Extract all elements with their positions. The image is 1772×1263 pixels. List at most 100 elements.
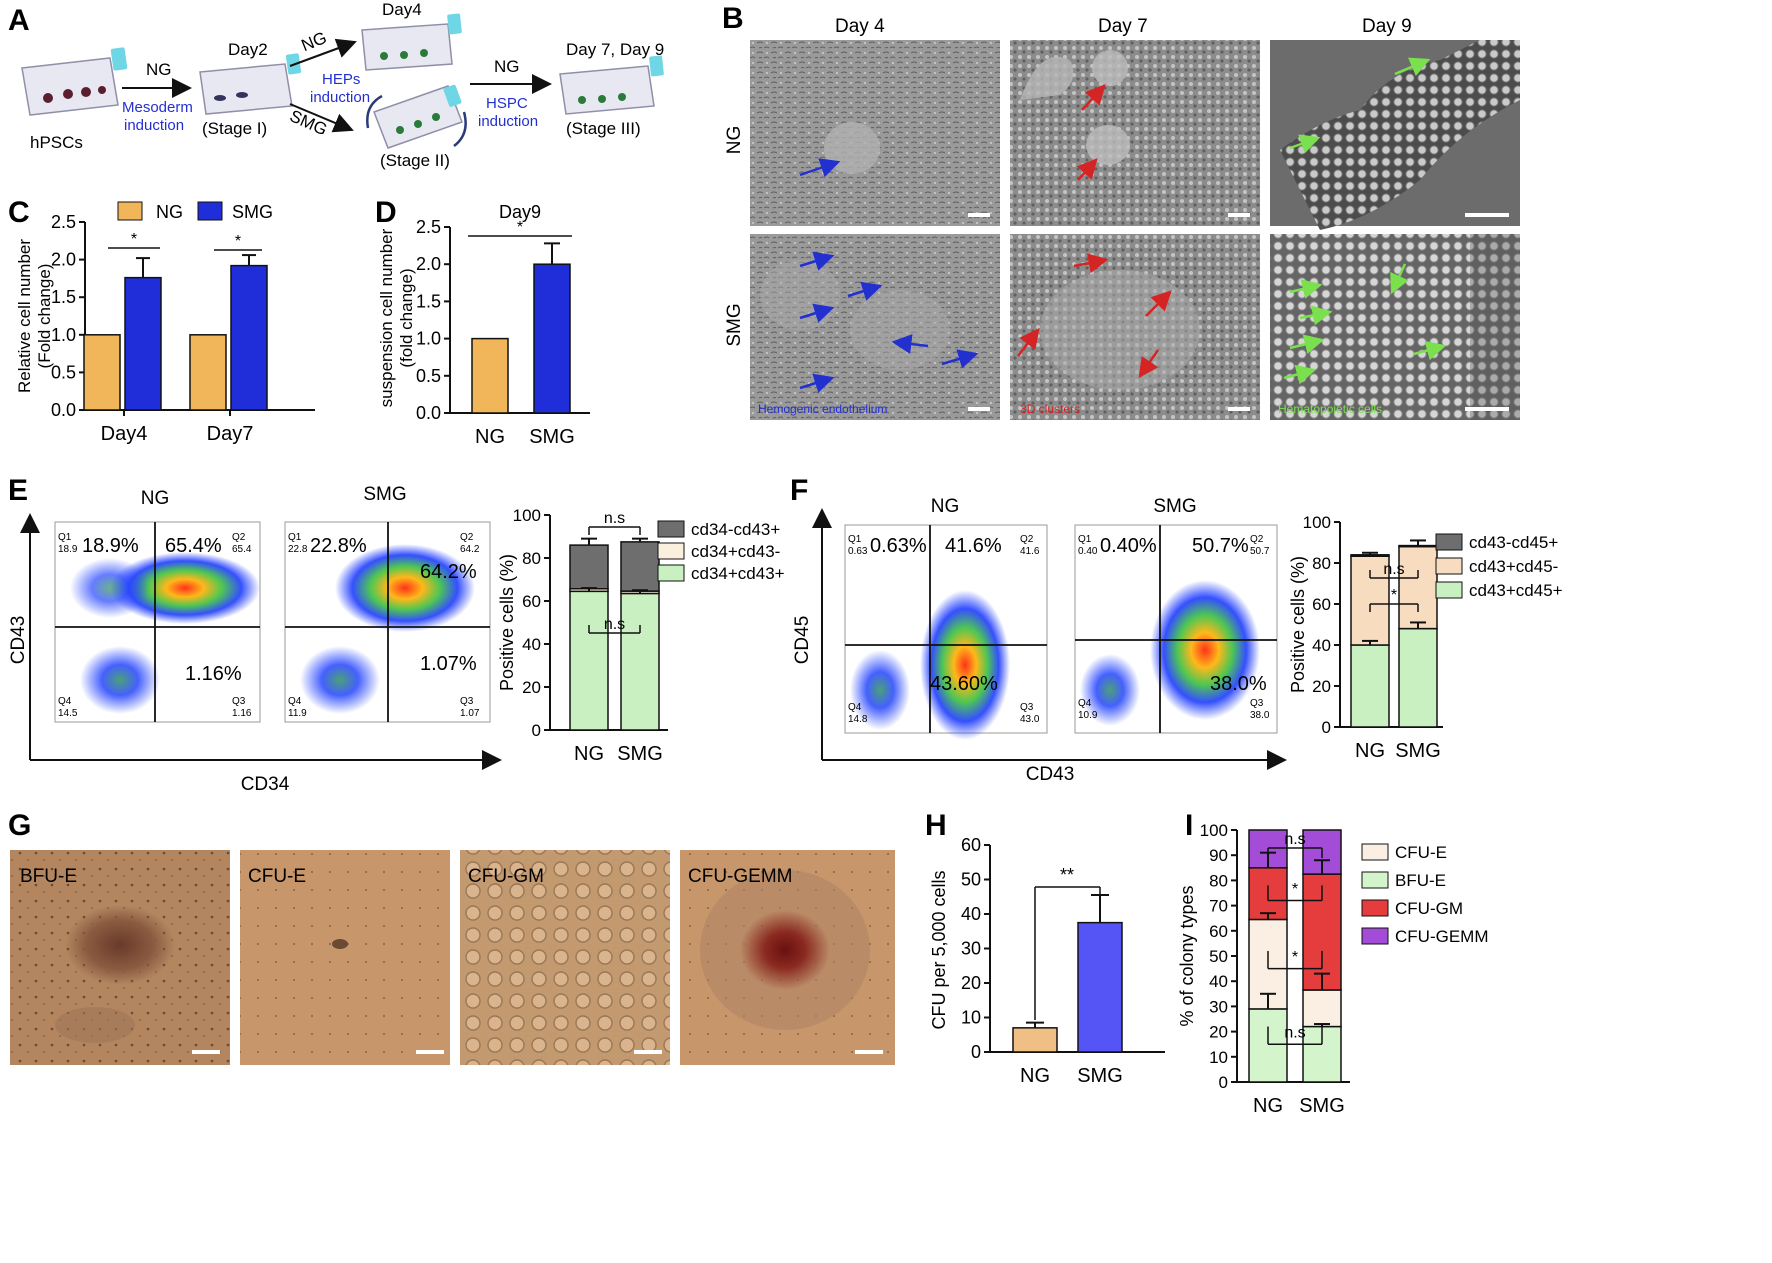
flask-stage2 (366, 84, 467, 149)
chart-e-legend-swatch (657, 564, 685, 582)
chart-d-x-tick-label: NG (475, 426, 505, 448)
flask-hpscs (21, 47, 128, 116)
label-ng-2: NG (299, 28, 330, 55)
label-induction-1: induction (124, 117, 184, 134)
flask-stage1 (199, 53, 302, 115)
panel-letter-d: D (375, 196, 397, 229)
flow-e-y-title: CD43 (8, 616, 29, 665)
colony-label-bfu-e: BFU-E (20, 866, 77, 887)
chart-i-bar-ng-bfu-e (1248, 1008, 1288, 1083)
flow-e-ng-q1-label: Q1 (58, 532, 72, 543)
panel-a-schematic: hPSCs NG Mesoderm induction Day2 (Stage … (21, 0, 664, 170)
chart-h-bar-smg (1077, 921, 1123, 1053)
label-hspc: HSPC (486, 95, 528, 112)
chart-d-y-tick-label: 2.5 (416, 217, 441, 237)
flow-plot-e-smg: 22.8% 64.2% 1.07% Q1 22.8 Q2 64.2 Q3 1.0… (284, 521, 491, 723)
flow-f-ng-q2-pct: 41.6% (945, 535, 1002, 557)
chart-i-legend-swatch (1361, 871, 1389, 889)
chart-f-bar-smg-cd43-cd45- (1398, 544, 1438, 548)
flow-e-ng-q3-label: Q3 (232, 696, 246, 707)
chart-e-legend-label: cd34+cd43- (691, 542, 780, 561)
chart-f-legend-label: cd43-cd45+ (1469, 533, 1558, 552)
flow-e-smg-q3-label: Q3 (460, 696, 474, 707)
label-day4: Day4 (382, 0, 422, 19)
micrograph-ng-day9 (1270, 40, 1520, 230)
flow-e-ng-q2-small: 65.4 (232, 544, 252, 555)
chart-e-bar-ng-cd34-cd43- (569, 544, 609, 590)
panel-f-flow: CD45 CD43 NG SMG 0.63% 41.6% 43.60% Q1 0… (792, 496, 1287, 785)
label-ng-3: NG (494, 57, 520, 76)
chart-i-colony-types: 0 10 20 30 40 50 60 70 80 90 100 % of colony types N… (1177, 821, 1488, 1117)
chart-h-y-axis-title: CFU per 5,000 cells (929, 870, 949, 1029)
flow-e-ng-q1-pct: 18.9% (82, 535, 139, 557)
colony-image-cfu-e: CFU-E (240, 850, 450, 1065)
chart-c-y-tick-label: 2.5 (51, 212, 76, 232)
flow-f-smg-q4-small: 10.9 (1078, 710, 1098, 721)
flow-f-ng-q3-label: Q3 (1020, 702, 1034, 713)
chart-f-y-tick-label: 100 (1303, 513, 1331, 532)
chart-e-y-tick-label: 60 (522, 592, 541, 611)
chart-h-y-tick-label: 0 (971, 1042, 981, 1062)
chart-f-legend-swatch (1435, 557, 1463, 575)
chart-c-bar-ng-day4 (83, 334, 121, 411)
colony-label-cfu-gm: CFU-GM (468, 866, 544, 887)
chart-c-y-tick-label: 1.0 (51, 325, 76, 345)
flow-f-ng-q3-small: 43.0 (1020, 714, 1040, 725)
panel-letter-h: H (925, 809, 947, 842)
flow-f-ng-q2-label: Q2 (1020, 534, 1034, 545)
flow-f-smg-q1-small: 0.40 (1078, 546, 1098, 557)
flow-e-smg-q3-pct: 1.07% (420, 653, 477, 675)
chart-f-bar-ng-cd43-cd45- (1350, 554, 1390, 557)
flow-e-smg-title: SMG (363, 484, 406, 505)
flow-f-ng-title: NG (931, 496, 960, 517)
flow-e-ng-q2-pct: 65.4% (165, 535, 222, 557)
micrograph-ng-day4 (750, 40, 1000, 226)
panel-e-flow: CD43 CD34 NG SMG 18.9% 65.4% 1.16% Q1 18… (8, 484, 502, 795)
chart-c-y-tick-label: 0.5 (51, 362, 76, 382)
chart-i-y-axis-title: % of colony types (1177, 885, 1197, 1026)
flow-f-ng-q1-label: Q1 (848, 534, 862, 545)
flow-e-ng-q4-label: Q4 (58, 696, 72, 707)
chart-e-bar-smg-cd34-cd43- (620, 592, 660, 731)
chart-c-bar-smg-day7 (230, 264, 268, 411)
chart-f-x-tick-label: SMG (1395, 740, 1441, 762)
chart-e-legend-label: cd34+cd43+ (691, 564, 785, 583)
chart-e-y-tick-label: 20 (522, 678, 541, 697)
chart-i-sig-label: n.s (1284, 1025, 1305, 1042)
panel-letter-a: A (8, 4, 30, 37)
chart-i-x-tick-label: NG (1253, 1095, 1283, 1117)
chart-c-legend-swatch-smg (197, 201, 223, 221)
chart-i-y-tick-label: 60 (1209, 922, 1228, 941)
label-induction-2: induction (310, 89, 370, 106)
flow-e-smg-q2-label: Q2 (460, 532, 474, 543)
label-mesoderm: Mesoderm (122, 99, 193, 116)
col-title-day4: Day 4 (835, 16, 885, 37)
chart-i-y-tick-label: 90 (1209, 846, 1228, 865)
chart-f-positive-cells: 0 20 40 60 80 100 Positive cells (%) NG SMG n.s * c… (1288, 513, 1563, 762)
chart-h-y-tick-label: 40 (961, 904, 981, 924)
chart-e-legend-label: cd34-cd43+ (691, 520, 780, 539)
chart-h-y-tick-label: 30 (961, 939, 981, 959)
row-title-smg: SMG (724, 303, 745, 346)
chart-e-bar-ng-cd34-cd43- (569, 590, 609, 731)
chart-i-x-tick-label: SMG (1299, 1095, 1345, 1117)
chart-f-y-tick-label: 0 (1322, 718, 1331, 737)
micrograph-smg-day9: Hematopoietic cells (1270, 234, 1520, 420)
flow-f-smg-q1-label: Q1 (1078, 534, 1092, 545)
flow-f-ng-q1-small: 0.63 (848, 546, 868, 557)
chart-h-y-tick-label: 10 (961, 1008, 981, 1028)
label-stage1: (Stage I) (202, 119, 267, 138)
flow-f-x-title: CD43 (1026, 764, 1075, 785)
chart-i-y-tick-label: 10 (1209, 1048, 1228, 1067)
flow-e-smg-q2-pct: 64.2% (420, 561, 477, 583)
chart-e-y-tick-label: 80 (522, 549, 541, 568)
chart-i-y-tick-label: 100 (1200, 821, 1228, 840)
chart-e-sig-label: n.s (604, 616, 625, 633)
caption-hemogenic-endothelium: Hemogenic endothelium (758, 402, 887, 416)
chart-e-bar-smg-cd34-cd43- (620, 541, 660, 592)
flow-e-ng-q1-small: 18.9 (58, 544, 78, 555)
flow-e-ng-q2-label: Q2 (232, 532, 246, 543)
chart-e-y-tick-label: 40 (522, 635, 541, 654)
chart-h-sig-label: ** (1060, 865, 1074, 885)
